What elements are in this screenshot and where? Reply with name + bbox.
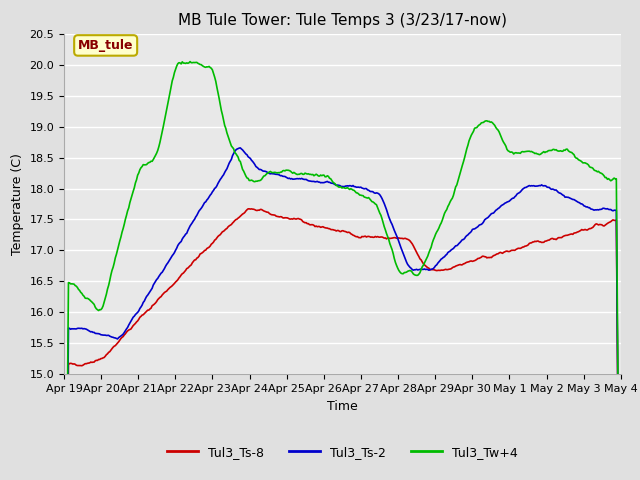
Y-axis label: Temperature (C): Temperature (C) bbox=[11, 153, 24, 255]
Legend: Tul3_Ts-8, Tul3_Ts-2, Tul3_Tw+4: Tul3_Ts-8, Tul3_Ts-2, Tul3_Tw+4 bbox=[162, 441, 523, 464]
Title: MB Tule Tower: Tule Temps 3 (3/23/17-now): MB Tule Tower: Tule Temps 3 (3/23/17-now… bbox=[178, 13, 507, 28]
Text: MB_tule: MB_tule bbox=[78, 39, 133, 52]
X-axis label: Time: Time bbox=[327, 400, 358, 413]
